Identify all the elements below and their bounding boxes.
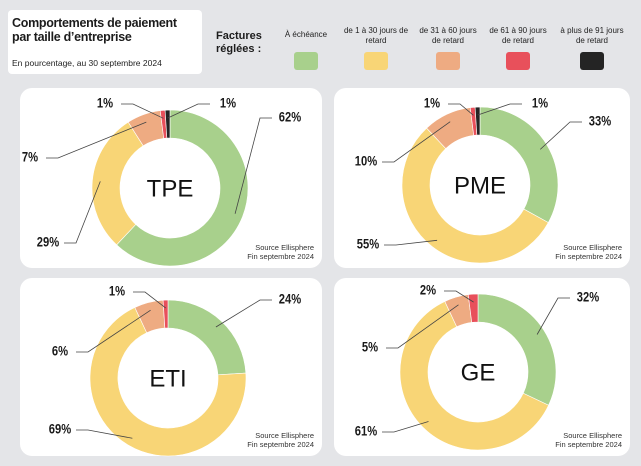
legend-label: de 1 à 30 jours de retard — [343, 26, 409, 45]
leader-line — [76, 309, 151, 353]
leader-line — [539, 121, 582, 150]
leader-line — [215, 299, 272, 328]
value-label: 62% — [279, 110, 301, 125]
leader-line — [477, 103, 522, 116]
value-label: 1% — [97, 96, 113, 111]
value-label: 1% — [220, 96, 236, 111]
legend-label: À échéance — [284, 30, 328, 39]
donut-slice — [401, 127, 549, 264]
value-label: 61% — [355, 424, 377, 439]
leader-line — [444, 290, 474, 303]
donut-slice — [164, 109, 171, 139]
leader-line — [133, 291, 167, 309]
source: Source Ellisphere — [563, 243, 622, 252]
legend-swatch — [436, 52, 460, 70]
value-label: 7% — [22, 150, 38, 165]
source-date: Fin septembre 2024 — [555, 440, 622, 449]
panel — [20, 88, 322, 268]
subtitle: En pourcentage, au 30 septembre 2024 — [12, 58, 162, 68]
value-label: 55% — [357, 237, 379, 252]
leader-line — [382, 121, 451, 163]
source-date: Fin septembre 2024 — [247, 440, 314, 449]
leader-line — [536, 297, 570, 335]
legend-swatch — [506, 52, 530, 70]
source-date: Fin septembre 2024 — [247, 252, 314, 261]
leader-line — [121, 103, 164, 119]
legend-title: Factures réglées : — [216, 30, 262, 55]
source: Source Ellisphere — [563, 431, 622, 440]
leader-line — [382, 421, 429, 433]
legend-swatch — [294, 52, 318, 70]
value-label: 1% — [532, 96, 548, 111]
source-date: Fin septembre 2024 — [555, 252, 622, 261]
donut-slice — [474, 106, 481, 136]
leader-line — [448, 103, 474, 116]
panel — [20, 278, 322, 456]
value-label: 32% — [577, 290, 599, 305]
donut-slice — [399, 301, 549, 451]
panel — [334, 88, 630, 268]
donut-slice — [116, 109, 249, 267]
legend-swatch — [364, 52, 388, 70]
source: Source Ellisphere — [255, 243, 314, 252]
title: Comportements de paiement par taille d’e… — [12, 16, 177, 44]
value-label: 1% — [109, 284, 125, 299]
leader-line — [234, 117, 272, 214]
value-label: 33% — [589, 114, 611, 129]
leader-line — [167, 103, 210, 119]
legend-label: de 61 à 90 jours de retard — [489, 26, 547, 45]
value-label: 5% — [362, 340, 378, 355]
panel — [334, 278, 630, 456]
leader-line — [64, 181, 101, 244]
value-label: 69% — [49, 422, 71, 437]
value-label: 2% — [420, 283, 436, 298]
leader-line — [46, 121, 147, 159]
center-label: ETI — [149, 365, 186, 392]
value-label: 24% — [279, 292, 301, 307]
leader-line — [76, 429, 133, 439]
donut-slice — [89, 307, 247, 457]
center-label: GE — [461, 359, 496, 386]
legend-swatch — [580, 52, 604, 70]
value-label: 29% — [37, 235, 59, 250]
leader-line — [386, 304, 459, 349]
value-label: 1% — [424, 96, 440, 111]
legend-label: de 31 à 60 jours de retard — [419, 26, 477, 45]
donut-slice — [467, 293, 479, 323]
legend-label: à plus de 91 jours de retard — [560, 26, 624, 45]
value-label: 10% — [355, 154, 377, 169]
value-label: 6% — [52, 344, 68, 359]
header-box — [8, 10, 202, 74]
source: Source Ellisphere — [255, 431, 314, 440]
center-label: TPE — [147, 175, 194, 202]
leader-line — [384, 239, 438, 246]
center-label: PME — [454, 172, 506, 199]
